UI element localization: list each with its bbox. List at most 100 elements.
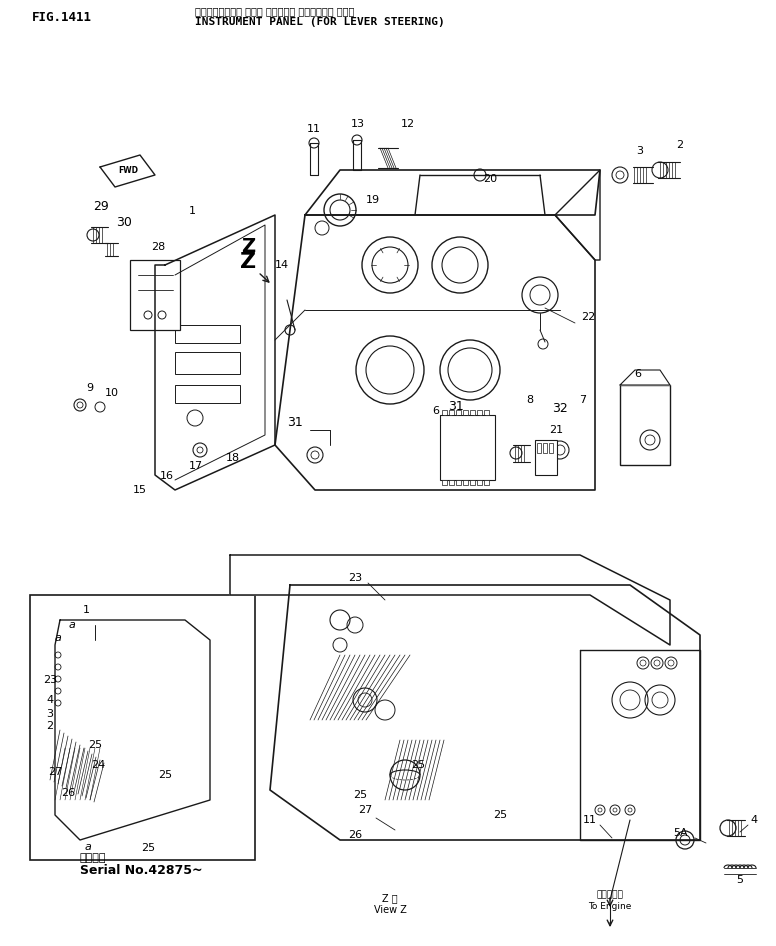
Bar [549,443,553,453]
Text: 25: 25 [141,843,155,853]
Text: 23: 23 [348,573,362,583]
Bar [130,260,180,330]
Text: インスツルメント パネル （レバー－ ステアリング ヨツ）: インスツルメント パネル （レバー－ ステアリング ヨツ） [195,6,355,16]
Polygon shape [353,140,361,170]
Bar [620,385,670,465]
Polygon shape [230,555,670,645]
Bar [442,480,447,485]
Text: 18: 18 [226,453,240,463]
Text: 1: 1 [189,206,196,216]
Bar [463,480,468,485]
Text: 2: 2 [47,721,54,731]
Text: 10: 10 [105,388,119,398]
Polygon shape [275,215,595,490]
Text: 26: 26 [348,830,362,840]
Text: 6: 6 [635,369,642,379]
Polygon shape [580,650,700,840]
Text: エンジンへ: エンジンへ [597,890,623,900]
Bar [175,325,240,343]
Text: 6: 6 [432,406,439,416]
Polygon shape [555,170,600,260]
Bar [449,480,454,485]
Polygon shape [310,143,318,175]
Polygon shape [620,370,670,385]
Text: INSTRUMENT PANEL (FOR LEVER STEERING): INSTRUMENT PANEL (FOR LEVER STEERING) [195,17,445,27]
Text: 31: 31 [287,415,303,429]
Text: 適用号機: 適用号機 [80,853,106,863]
Bar [442,410,447,415]
Text: 27: 27 [358,805,372,815]
Text: Z: Z [241,237,255,256]
Bar [470,410,475,415]
Text: 11: 11 [307,124,321,134]
Text: 9: 9 [86,383,94,393]
Text: 4: 4 [47,695,54,705]
Text: 25: 25 [88,740,102,750]
Bar [456,410,461,415]
Text: Serial No.42875~: Serial No.42875~ [80,864,203,877]
Text: 1: 1 [82,605,89,615]
Bar [535,440,557,475]
Bar [470,480,475,485]
Bar [456,480,461,485]
Text: 5A: 5A [673,828,688,838]
Text: 25: 25 [353,790,367,800]
Text: FWD: FWD [118,166,138,176]
Bar [477,410,482,415]
Bar [175,352,240,374]
Text: To Engine: To Engine [588,902,632,910]
Polygon shape [100,155,155,187]
Text: 14: 14 [275,260,289,270]
Text: 26: 26 [61,788,75,798]
Text: a: a [54,633,61,643]
Bar [537,443,541,453]
Text: 25: 25 [411,760,425,770]
Bar [463,410,468,415]
Polygon shape [305,170,600,215]
Text: 30: 30 [116,216,132,229]
Text: a: a [85,842,92,852]
Text: 13: 13 [351,119,365,129]
Text: 2: 2 [677,140,684,150]
Bar [175,385,240,403]
Polygon shape [55,620,210,840]
Text: 4: 4 [750,815,757,825]
Text: 19: 19 [366,195,380,205]
Text: 22: 22 [581,312,595,322]
Bar [449,410,454,415]
Bar [440,415,495,480]
Bar [484,480,489,485]
Text: 24: 24 [91,760,105,770]
Bar [484,410,489,415]
Text: 15: 15 [133,485,147,495]
Text: 3: 3 [47,709,54,719]
Text: Z 視: Z 視 [383,893,398,903]
Text: 5: 5 [736,875,743,885]
Text: 23: 23 [43,675,57,685]
Text: 31: 31 [448,399,464,412]
Text: Z: Z [240,252,256,272]
Text: a: a [68,620,75,630]
Polygon shape [155,215,275,490]
Text: 20: 20 [483,174,497,184]
Text: 27: 27 [48,767,62,777]
Text: 25: 25 [158,770,172,780]
Text: 25: 25 [493,810,507,820]
Text: 21: 21 [549,425,563,435]
Text: FIG.1411: FIG.1411 [32,11,92,25]
Text: 8: 8 [526,395,534,405]
Bar [30,595,255,860]
Text: 17: 17 [189,461,203,471]
Text: 12: 12 [401,119,415,129]
Text: 16: 16 [160,471,174,481]
Text: 32: 32 [553,402,568,415]
Polygon shape [270,585,700,840]
Text: 3: 3 [636,146,643,156]
Bar [477,480,482,485]
Text: 29: 29 [93,201,109,214]
Text: 7: 7 [580,395,587,405]
Bar [543,443,547,453]
Text: 28: 28 [151,242,165,252]
Text: 11: 11 [583,815,597,825]
Text: View Z: View Z [373,905,407,915]
